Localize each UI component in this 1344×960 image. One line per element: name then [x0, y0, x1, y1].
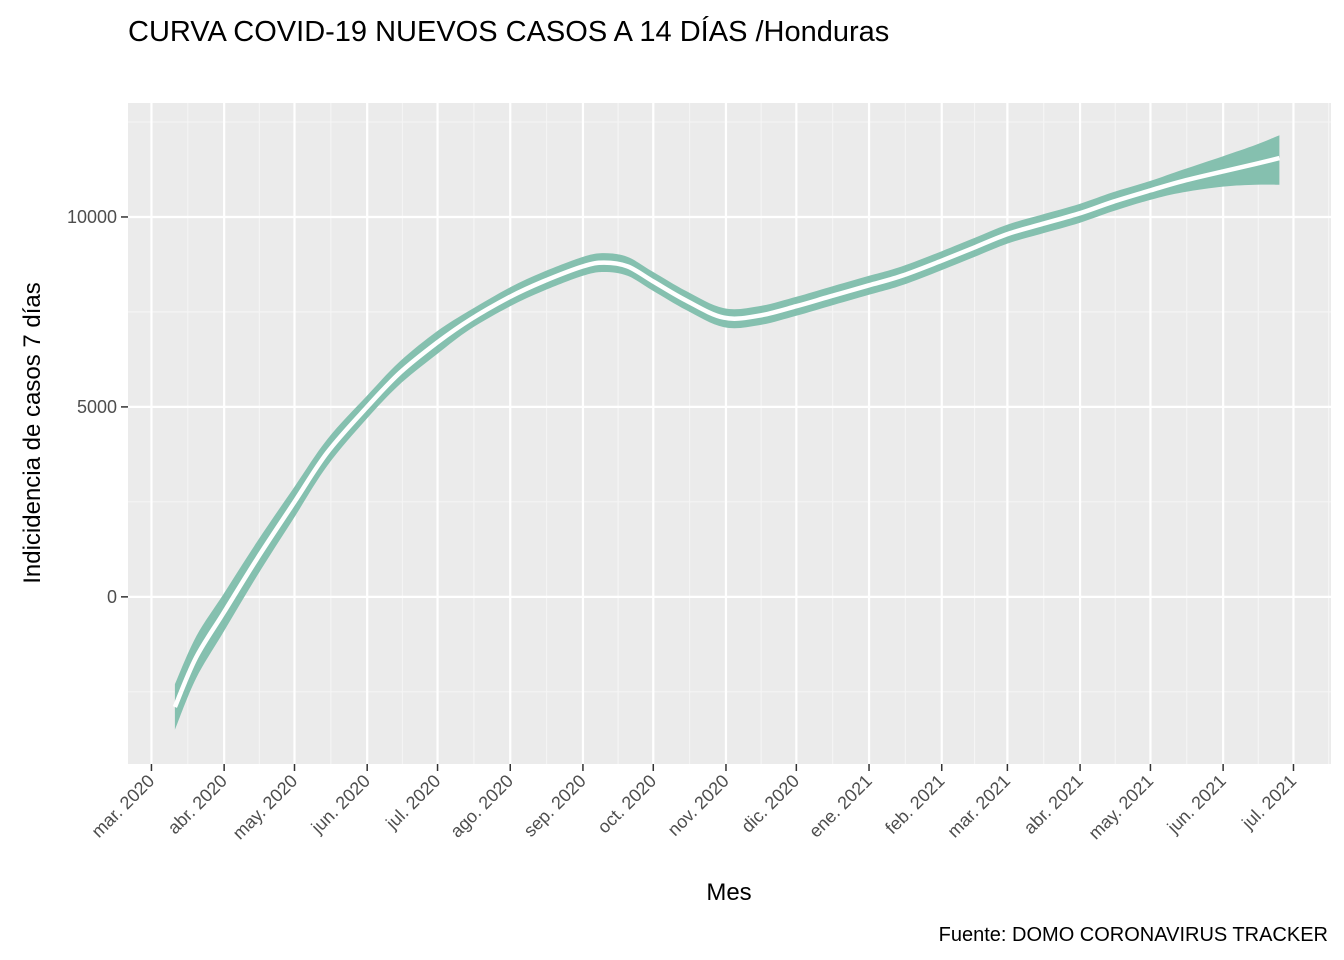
chart-title: CURVA COVID-19 NUEVOS CASOS A 14 DÍAS /H…: [128, 15, 889, 48]
x-tick-label: mar. 2021: [943, 771, 1014, 842]
confidence-ribbon-0: [174, 135, 1280, 730]
y-tick-label: 0: [107, 587, 117, 607]
y-axis-title: Indicidencia de casos 7 días: [19, 282, 46, 584]
x-tick-label: ago. 2020: [446, 771, 517, 842]
x-tick-label: oct. 2020: [594, 771, 661, 838]
major-gridlines: [128, 103, 1331, 764]
smoothed-line-0: [172, 155, 1280, 708]
x-tick-label: dic. 2020: [737, 771, 803, 837]
series-layer: [172, 135, 1280, 730]
x-tick-label: sep. 2020: [520, 771, 590, 841]
x-tick-label: jun. 2021: [1163, 771, 1230, 838]
x-tick-label: jul. 2020: [381, 771, 444, 834]
minor-gridlines: [128, 103, 1331, 764]
x-tick-label: nov. 2020: [664, 771, 733, 840]
x-tick-label: abr. 2020: [164, 771, 231, 838]
chart-caption: Fuente: DOMO CORONAVIRUS TRACKER: [939, 924, 1328, 946]
x-tick-label: may. 2021: [1085, 771, 1158, 844]
x-tick-label: jun. 2020: [307, 771, 374, 838]
x-tick-label: may. 2020: [229, 771, 302, 844]
x-tick-label: abr. 2021: [1020, 771, 1087, 838]
y-tick-label: 10000: [67, 207, 117, 227]
plot-background: [128, 103, 1331, 764]
y-axis: 0 5000 10000: [67, 207, 128, 607]
x-tick-label: jul. 2021: [1237, 771, 1300, 834]
x-tick-label: feb. 2021: [881, 771, 948, 838]
x-tick-label: mar. 2020: [88, 771, 159, 842]
y-tick-label: 5000: [77, 397, 117, 417]
x-tick-label: ene. 2021: [805, 771, 876, 842]
x-axis-title: Mes: [706, 879, 751, 906]
